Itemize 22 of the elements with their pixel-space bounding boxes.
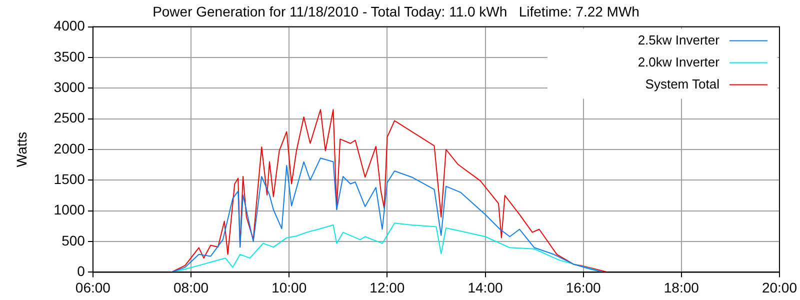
- y-tick-label: 0: [77, 263, 86, 280]
- legend-label: 2.0kw Inverter: [638, 54, 720, 70]
- y-tick-label: 2000: [54, 140, 86, 156]
- x-tick-label: 16:00: [566, 279, 602, 296]
- y-tick-label: 2500: [54, 110, 86, 126]
- y-tick-label: 3500: [54, 48, 86, 64]
- y-tick-label: 1000: [54, 202, 86, 218]
- x-tick-label: 08:00: [174, 279, 209, 296]
- y-tick-label: 4000: [54, 18, 86, 34]
- y-tick-label: 3000: [54, 79, 86, 96]
- x-tick-label: 14:00: [468, 279, 503, 296]
- x-tick-label: 06:00: [75, 279, 111, 296]
- legend-label: System Total: [645, 76, 720, 92]
- x-tick-label: 20:00: [762, 279, 798, 296]
- y-tick-label: 1500: [54, 171, 86, 188]
- x-tick-label: 18:00: [664, 279, 700, 296]
- legend-label: 2.5kw Inverter: [638, 32, 720, 48]
- y-tick-label: 500: [62, 232, 86, 248]
- chart-title: Power Generation for 11/18/2010 - Total Today: 11.0 kWh Lifetime: 7.22 MWh: [152, 3, 640, 20]
- x-tick-label: 10:00: [272, 279, 307, 296]
- y-axis-title: Watts: [13, 132, 30, 168]
- x-tick-label: 12:00: [370, 279, 405, 296]
